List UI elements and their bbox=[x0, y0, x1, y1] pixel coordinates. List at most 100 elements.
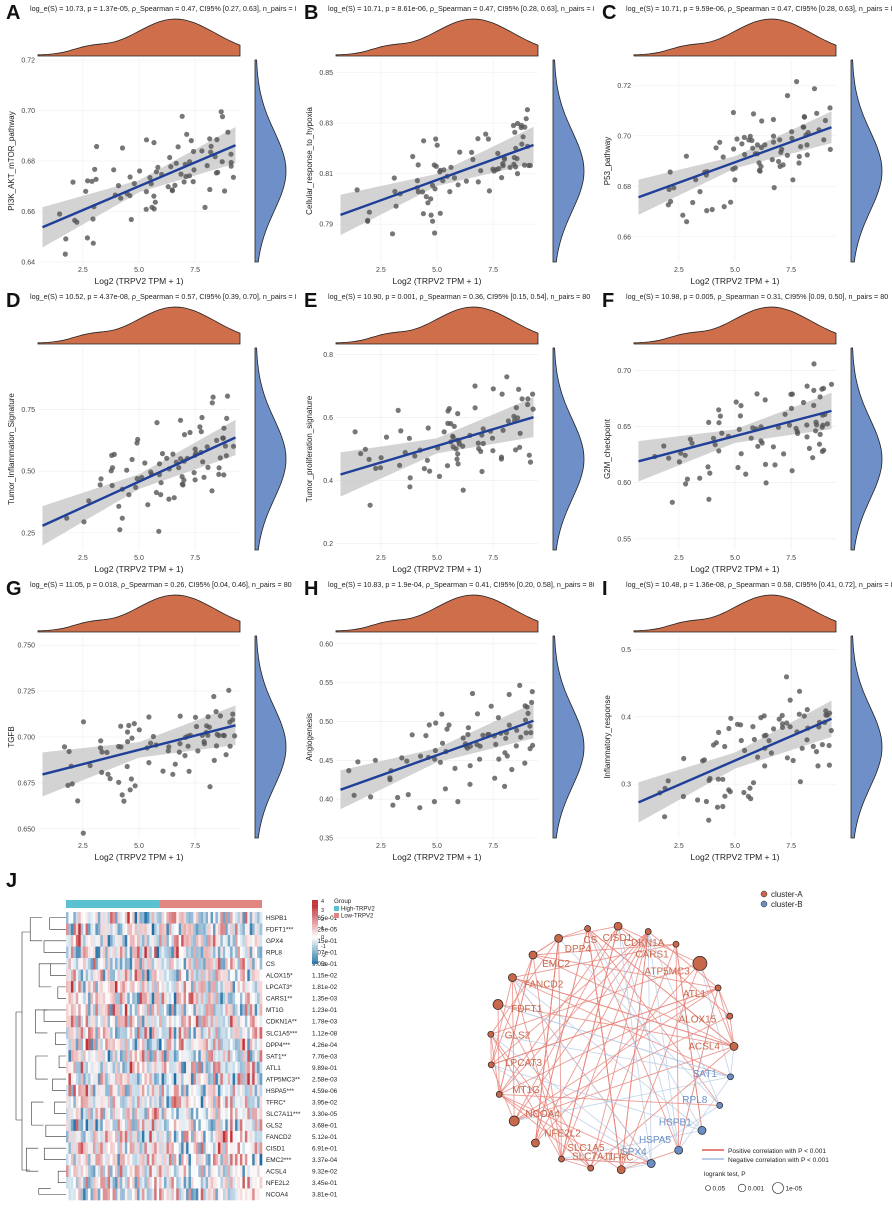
heatmap-cell bbox=[93, 935, 96, 947]
heatmap-cell bbox=[152, 1016, 155, 1028]
heatmap-cell bbox=[68, 1004, 71, 1016]
network-node bbox=[585, 926, 591, 932]
data-point bbox=[518, 735, 523, 740]
network-node bbox=[493, 1000, 503, 1010]
heatmap-cell bbox=[162, 1154, 165, 1166]
heatmap-cell bbox=[238, 958, 241, 970]
heatmap-cell bbox=[100, 1131, 103, 1143]
heatmap-cell bbox=[257, 1119, 260, 1131]
heatmap-cell bbox=[142, 993, 145, 1005]
network-node bbox=[555, 934, 563, 942]
heatmap-cell bbox=[132, 970, 135, 982]
heatmap-cell bbox=[140, 1039, 143, 1051]
heatmap-cell bbox=[179, 1165, 182, 1177]
heatmap-cell bbox=[100, 981, 103, 993]
y-axis-label: Cellular_response_to_hypoxia bbox=[305, 107, 314, 215]
heatmap-cell bbox=[91, 1108, 94, 1120]
heatmap-cell bbox=[189, 947, 192, 959]
heatmap-cell bbox=[201, 958, 204, 970]
heatmap-cell bbox=[257, 1142, 260, 1154]
data-point bbox=[515, 415, 520, 420]
data-point bbox=[62, 744, 67, 749]
data-point bbox=[355, 759, 360, 764]
heatmap-cell bbox=[125, 1096, 128, 1108]
heatmap-cell bbox=[255, 958, 258, 970]
scatter-svg: log_e(S) = 11.05, p = 0.018, ρ_Spearman … bbox=[0, 576, 296, 866]
heatmap-cell bbox=[78, 1177, 81, 1189]
heatmap-cell bbox=[260, 1119, 263, 1131]
heatmap-cell bbox=[110, 1131, 113, 1143]
heatmap-cell bbox=[225, 1073, 228, 1085]
heatmap-cell bbox=[115, 1154, 118, 1166]
gene-label: MT1G bbox=[266, 1007, 284, 1014]
heatmap-cell bbox=[208, 1016, 211, 1028]
data-point bbox=[720, 804, 725, 809]
data-point bbox=[508, 165, 513, 170]
heatmap-cell bbox=[149, 1165, 152, 1177]
heatmap-cell bbox=[250, 970, 253, 982]
heatmap-cell bbox=[132, 1177, 135, 1189]
data-point bbox=[358, 451, 363, 456]
heatmap-cell bbox=[120, 935, 123, 947]
heatmap-cell bbox=[144, 1062, 147, 1074]
y-tick-label: 0.68 bbox=[617, 184, 631, 191]
heatmap-cell bbox=[108, 1027, 111, 1039]
heatmap-cell bbox=[120, 1062, 123, 1074]
heatmap-cell bbox=[86, 1177, 89, 1189]
heatmap-cell bbox=[122, 1062, 125, 1074]
data-point bbox=[231, 175, 236, 180]
heatmap-cell bbox=[152, 1073, 155, 1085]
data-point bbox=[780, 725, 785, 730]
heatmap-cell bbox=[73, 1004, 76, 1016]
heatmap-cell bbox=[130, 1085, 133, 1097]
heatmap-cell bbox=[245, 924, 248, 936]
heatmap-cell bbox=[137, 1119, 140, 1131]
heatmap-cell bbox=[181, 1119, 184, 1131]
heatmap-cell bbox=[201, 1039, 204, 1051]
data-point bbox=[178, 714, 183, 719]
heatmap-cell bbox=[95, 1073, 98, 1085]
heatmap-cell bbox=[196, 912, 199, 924]
heatmap-cell bbox=[184, 912, 187, 924]
heatmap-cell bbox=[98, 947, 101, 959]
heatmap-cell bbox=[81, 1073, 84, 1085]
heatmap-cell bbox=[149, 1062, 152, 1074]
heatmap-cell bbox=[83, 1154, 86, 1166]
y-tick-label: 0.50 bbox=[319, 719, 333, 726]
heatmap-cell bbox=[140, 1119, 143, 1131]
heatmap-cell bbox=[179, 1039, 182, 1051]
heatmap-cell bbox=[76, 993, 79, 1005]
y-axis-label: Inflammatory_response bbox=[603, 695, 612, 779]
heatmap-cell bbox=[113, 912, 116, 924]
y-tick-label: 0.70 bbox=[21, 108, 35, 115]
data-point bbox=[154, 420, 159, 425]
data-point bbox=[811, 388, 816, 393]
heatmap-cell bbox=[171, 1096, 174, 1108]
data-point bbox=[716, 777, 721, 782]
heatmap-cell bbox=[247, 1073, 250, 1085]
heatmap-cell bbox=[228, 1039, 231, 1051]
data-point bbox=[783, 412, 788, 417]
heatmap-cell bbox=[115, 970, 118, 982]
heatmap-cell bbox=[208, 1154, 211, 1166]
heatmap-cell bbox=[176, 1154, 179, 1166]
heatmap-cell bbox=[103, 1177, 106, 1189]
data-point bbox=[755, 755, 760, 760]
heatmap-cell bbox=[78, 1188, 81, 1200]
heatmap-cell bbox=[71, 1027, 74, 1039]
heatmap-cell bbox=[186, 981, 189, 993]
heatmap-cell bbox=[184, 1016, 187, 1028]
heatmap-cell bbox=[238, 981, 241, 993]
heatmap-cell bbox=[252, 1108, 255, 1120]
group-bar-high bbox=[66, 900, 159, 908]
heatmap-cell bbox=[228, 1119, 231, 1131]
data-point bbox=[751, 111, 756, 116]
data-point bbox=[762, 763, 767, 768]
heatmap-cell bbox=[152, 924, 155, 936]
data-point bbox=[67, 749, 72, 754]
heatmap-cell bbox=[245, 1016, 248, 1028]
heatmap-cell bbox=[98, 1050, 101, 1062]
data-point bbox=[176, 144, 181, 149]
y-density bbox=[255, 348, 286, 550]
